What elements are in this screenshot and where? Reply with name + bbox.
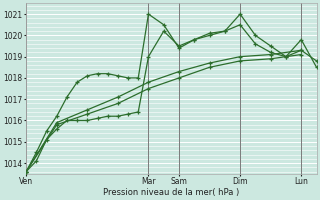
X-axis label: Pression niveau de la mer( hPa ): Pression niveau de la mer( hPa ): [103, 188, 239, 197]
